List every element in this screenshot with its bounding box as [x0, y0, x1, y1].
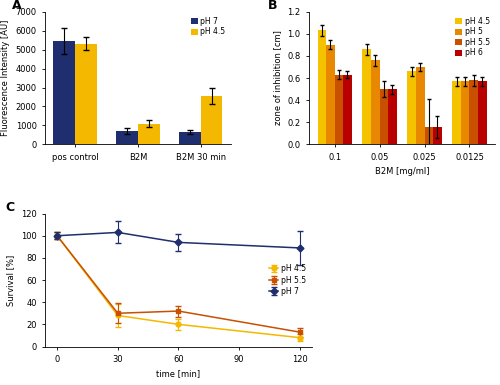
Y-axis label: Survival [%]: Survival [%]	[6, 254, 16, 306]
Bar	[116, 131, 138, 144]
Bar	[178, 132, 201, 144]
Bar	[326, 45, 334, 144]
Y-axis label: zone of inhibition [cm]: zone of inhibition [cm]	[273, 30, 282, 126]
X-axis label: B2M [mg/ml]: B2M [mg/ml]	[375, 167, 430, 176]
Bar	[76, 44, 98, 144]
Bar	[380, 89, 388, 144]
X-axis label: time [min]: time [min]	[156, 369, 200, 378]
Y-axis label: Fluorescence Intensity [AU]: Fluorescence Intensity [AU]	[1, 20, 10, 136]
Bar	[433, 127, 442, 144]
Legend: pH 4.5, pH 5, pH 5.5, pH 6: pH 4.5, pH 5, pH 5.5, pH 6	[454, 15, 491, 59]
Text: B: B	[268, 0, 278, 12]
Bar	[318, 30, 326, 144]
Bar	[424, 127, 433, 144]
Bar	[416, 67, 424, 144]
Bar	[334, 75, 343, 144]
Bar	[478, 81, 486, 144]
Bar	[200, 96, 222, 144]
Bar	[343, 75, 351, 144]
Bar	[138, 124, 160, 144]
Text: C: C	[5, 201, 14, 214]
Legend: pH 4.5, pH 5.5, pH 7: pH 4.5, pH 5.5, pH 7	[268, 263, 308, 297]
Bar	[371, 60, 380, 144]
Bar	[470, 80, 478, 144]
Legend: pH 7, pH 4.5: pH 7, pH 4.5	[190, 15, 227, 38]
Bar	[362, 49, 371, 144]
Bar	[388, 89, 396, 144]
Text: A: A	[12, 0, 21, 12]
Bar	[461, 81, 469, 144]
Bar	[54, 41, 76, 144]
Bar	[452, 81, 461, 144]
Bar	[408, 71, 416, 144]
